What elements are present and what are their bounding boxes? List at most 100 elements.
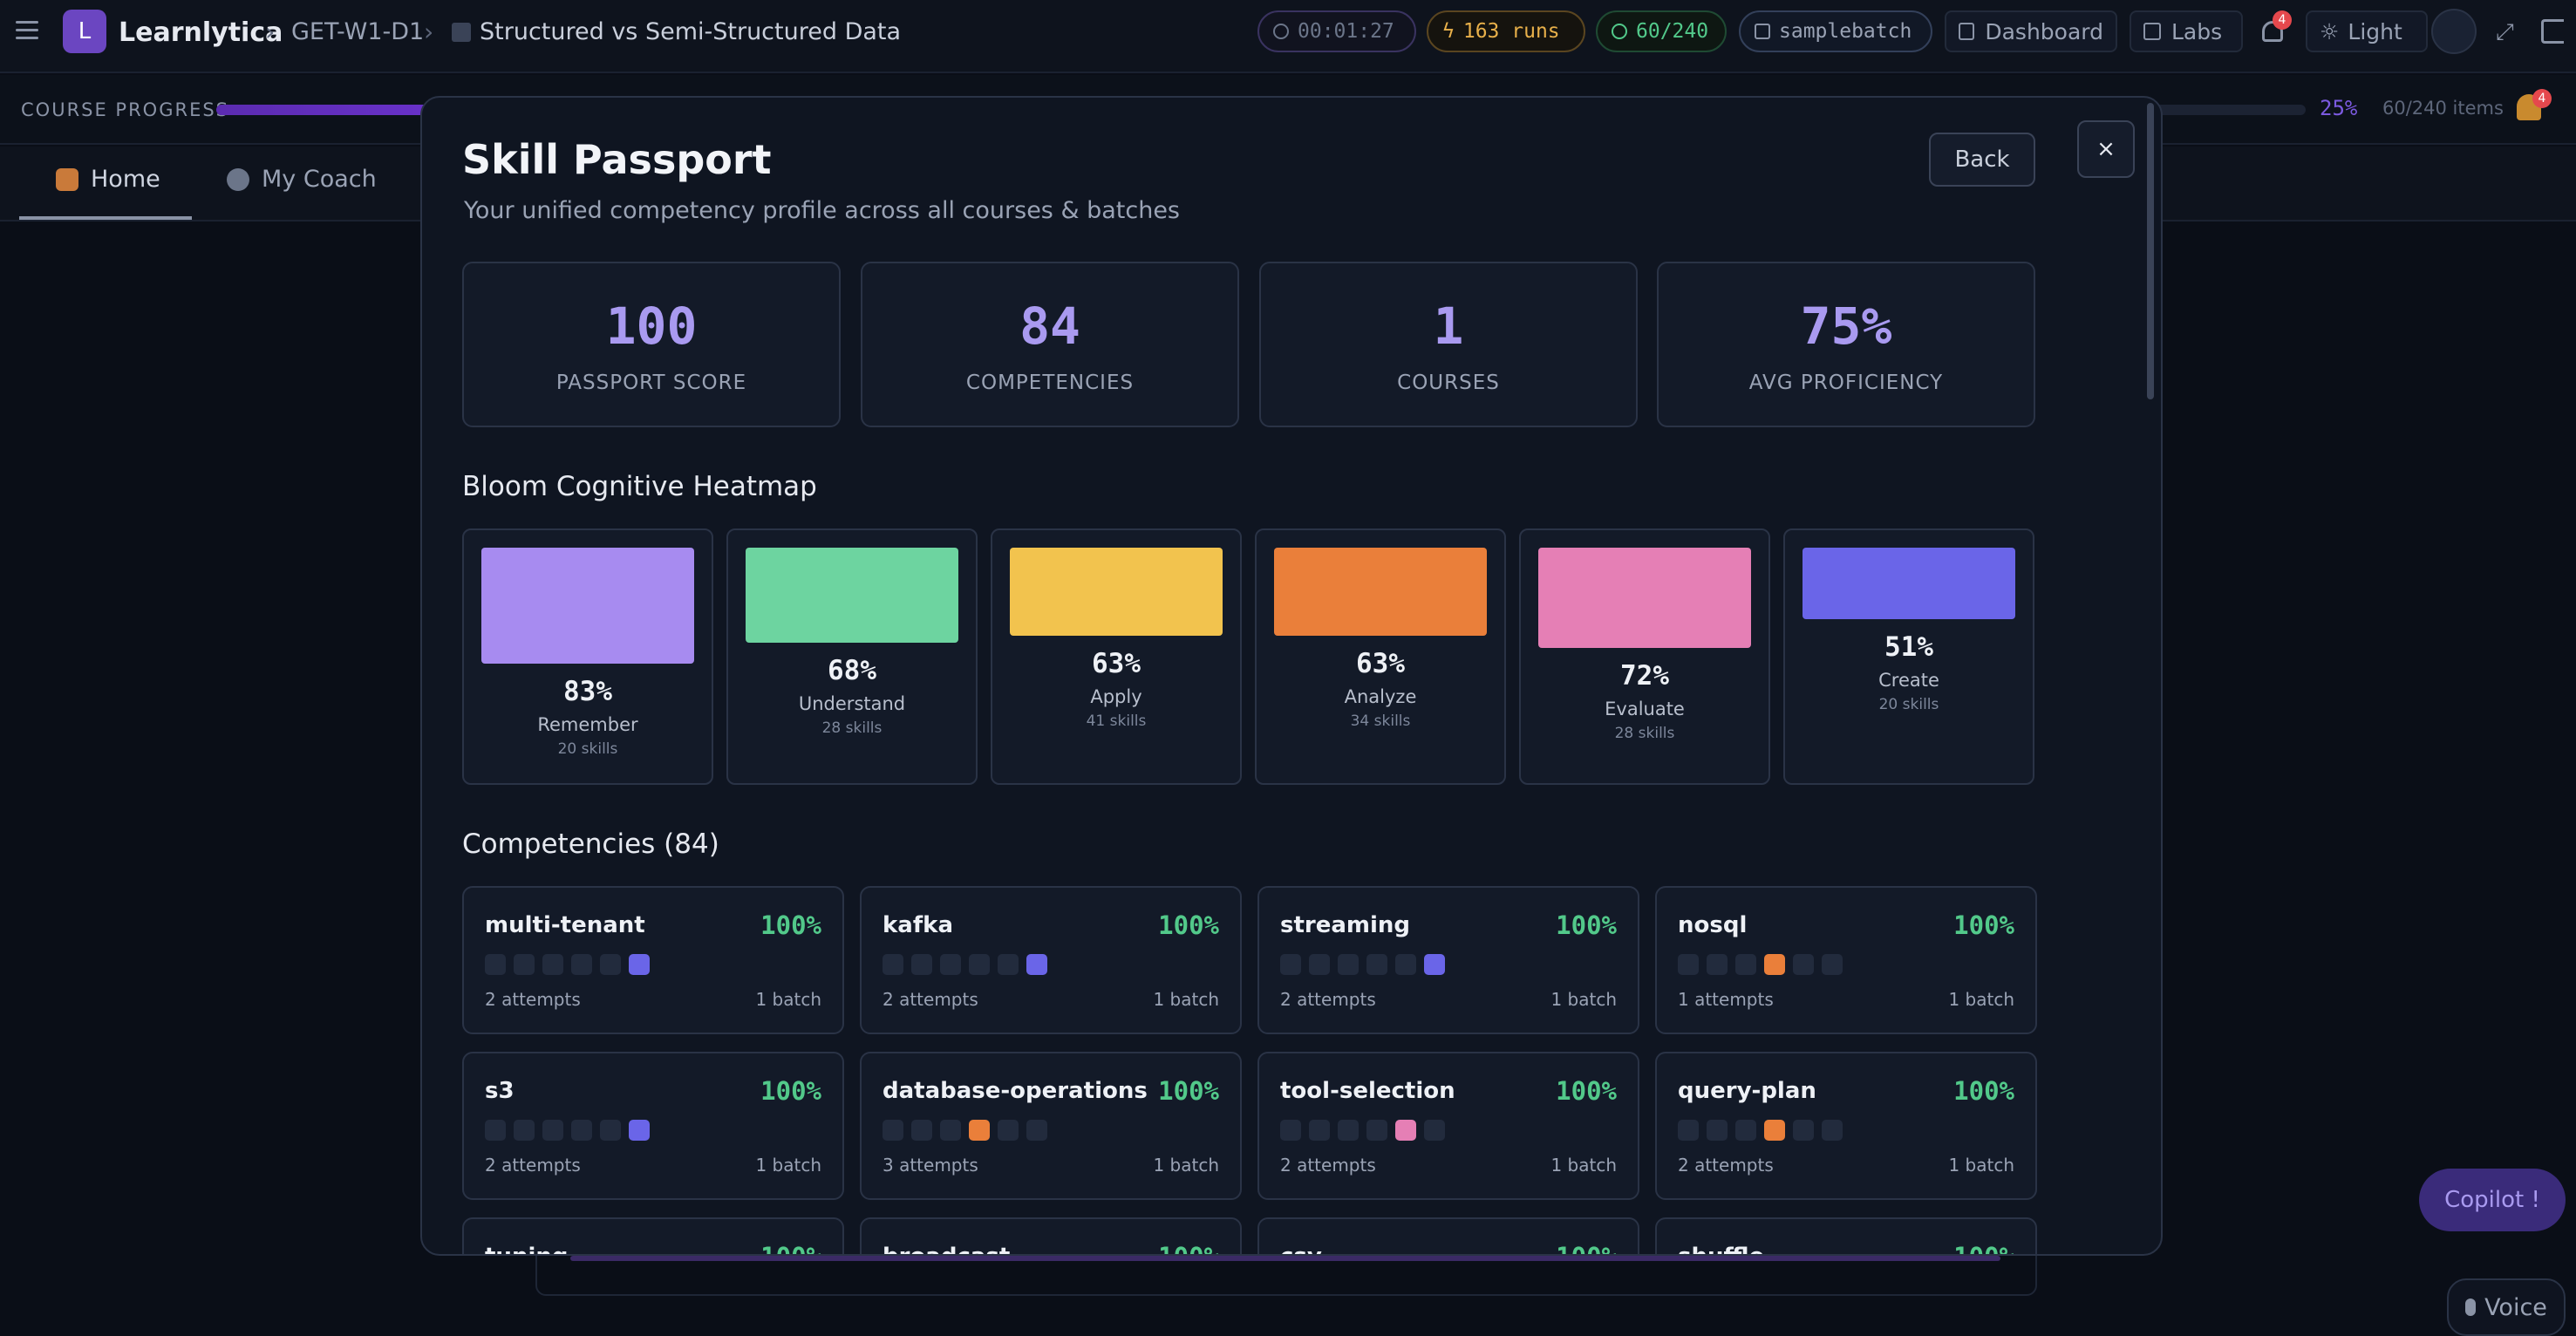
progress-percent: 25% (2320, 96, 2358, 120)
labs-button[interactable]: Labs (2130, 10, 2243, 52)
expand-icon[interactable]: ⤢ (2496, 19, 2514, 45)
avatar[interactable] (2431, 9, 2477, 54)
app-name[interactable]: Learnlytica (119, 17, 283, 48)
logout-icon[interactable] (2541, 19, 2564, 44)
stat-value: 75% (1800, 297, 1892, 356)
competency-card[interactable]: tuning 100% (462, 1217, 844, 1254)
progress-label: COURSE PROGRESS (21, 99, 230, 120)
voice-button[interactable]: Voice (2447, 1278, 2566, 1336)
stat-label: AVG PROFICIENCY (1748, 371, 1944, 394)
server-icon (1755, 24, 1770, 39)
breadcrumb-course-code[interactable]: GET-W1-D1 (291, 18, 425, 45)
bloom-bar (1538, 548, 1751, 648)
close-button[interactable]: × (2077, 120, 2135, 178)
bloom-level-indicator (1280, 1120, 1453, 1142)
input-accent (570, 1256, 2000, 1261)
competency-card[interactable]: shuffle 100% (1655, 1217, 2037, 1254)
level-dot (969, 954, 990, 975)
tab-my-coach-label: My Coach (262, 166, 377, 193)
competency-card[interactable]: s3 100% 2 attempts 1 batch (462, 1052, 844, 1200)
level-dot (1026, 954, 1047, 975)
bloom-card-analyze[interactable]: 63% Analyze 34 skills (1255, 528, 1506, 785)
competency-batch: 1 batch (1153, 1155, 1219, 1176)
top-bar: L Learnlytica › GET-W1-D1 › Structured v… (0, 0, 2576, 73)
stat-passport-score: 100 PASSPORT SCORE (462, 262, 841, 427)
level-dot (1366, 1120, 1387, 1141)
competency-attempts: 1 attempts (1678, 989, 1774, 1010)
bloom-card-apply[interactable]: 63% Apply 41 skills (991, 528, 1242, 785)
back-button[interactable]: Back (1929, 133, 2035, 187)
modal-scrollbar[interactable] (2147, 103, 2154, 399)
chevron-right-icon: › (424, 17, 434, 46)
competency-card[interactable]: streaming 100% 2 attempts 1 batch (1257, 886, 1639, 1034)
competency-percent: 100% (1158, 910, 1219, 940)
bloom-level-name: Evaluate (1605, 699, 1685, 719)
competencies-title: Competencies (84) (462, 828, 719, 860)
bloom-level-name: Analyze (1344, 686, 1417, 707)
competency-percent: 100% (1556, 910, 1617, 940)
check-circle-icon (1612, 24, 1627, 39)
bloom-card-understand[interactable]: 68% Understand 28 skills (726, 528, 978, 785)
stat-value: 1 (1433, 297, 1464, 356)
stat-label: PASSPORT SCORE (555, 371, 747, 394)
bloom-bar (481, 548, 694, 664)
level-dot (1764, 954, 1785, 975)
bloom-card-remember[interactable]: 83% Remember 20 skills (462, 528, 713, 785)
competency-card[interactable]: kafka 100% 2 attempts 1 batch (860, 886, 1242, 1034)
level-dot (1707, 954, 1728, 975)
skill-passport-modal: Skill Passport Your unified competency p… (420, 96, 2163, 1256)
copilot-button[interactable]: Copilot ! (2419, 1169, 2566, 1231)
competency-name: streaming (1280, 912, 1411, 938)
level-dot (542, 954, 563, 975)
app-logo[interactable]: L (63, 10, 106, 53)
level-dot (1395, 1120, 1416, 1141)
competency-card[interactable]: multi-tenant 100% 2 attempts 1 batch (462, 886, 844, 1034)
bloom-card-create[interactable]: 51% Create 20 skills (1783, 528, 2034, 785)
competency-percent: 100% (1953, 1242, 2014, 1254)
competency-card[interactable]: csv 100% (1257, 1217, 1639, 1254)
bloom-skill-count: 34 skills (1350, 712, 1411, 730)
batch-chip[interactable]: samplebatch (1739, 10, 1932, 52)
competency-card[interactable]: broadcast 100% (860, 1217, 1242, 1254)
competency-batch: 1 batch (1550, 989, 1617, 1010)
competency-batch: 1 batch (1948, 989, 2014, 1010)
level-dot (600, 954, 621, 975)
competency-name: shuffle (1678, 1244, 1764, 1254)
breadcrumb-lesson: Structured vs Semi-Structured Data (452, 18, 901, 45)
level-dot (1735, 954, 1756, 975)
bloom-level-indicator (883, 954, 1055, 977)
level-dot (969, 1120, 990, 1141)
completed-chip: 60/240 (1596, 10, 1727, 52)
theme-toggle-button[interactable]: ☼ Light (2306, 10, 2428, 52)
notification-badge: 4 (2273, 10, 2292, 30)
competency-card[interactable]: tool-selection 100% 2 attempts 1 batch (1257, 1052, 1639, 1200)
layers-icon (2143, 23, 2161, 40)
competency-batch: 1 batch (1550, 1155, 1617, 1176)
tab-home[interactable]: Home (56, 166, 160, 193)
competency-card[interactable]: nosql 100% 1 attempts 1 batch (1655, 886, 2037, 1034)
level-dot (514, 954, 535, 975)
level-dot (1735, 1120, 1756, 1141)
grid-icon (1959, 23, 1975, 40)
breadcrumb-lesson-title: Structured vs Semi-Structured Data (480, 18, 902, 45)
competency-card[interactable]: query-plan 100% 2 attempts 1 batch (1655, 1052, 2037, 1200)
stat-value: 100 (605, 297, 698, 356)
level-dot (1338, 1120, 1359, 1141)
level-dot (1424, 1120, 1445, 1141)
competency-name: multi-tenant (485, 912, 645, 938)
progress-items: 60/240 items (2382, 98, 2504, 119)
dashboard-button[interactable]: Dashboard (1945, 10, 2117, 52)
competency-name: query-plan (1678, 1078, 1816, 1104)
tab-my-coach[interactable]: My Coach (227, 166, 377, 193)
level-dot (485, 954, 506, 975)
modal-subtitle: Your unified competency profile across a… (464, 197, 1180, 224)
menu-icon[interactable] (16, 21, 38, 40)
level-dot (911, 954, 932, 975)
level-dot (1309, 1120, 1330, 1141)
level-dot (998, 1120, 1019, 1141)
bloom-card-evaluate[interactable]: 72% Evaluate 28 skills (1519, 528, 1770, 785)
competency-attempts: 2 attempts (1280, 1155, 1376, 1176)
level-dot (1764, 1120, 1785, 1141)
competency-name: nosql (1678, 912, 1748, 938)
competency-card[interactable]: database-operations 100% 3 attempts 1 batch (860, 1052, 1242, 1200)
